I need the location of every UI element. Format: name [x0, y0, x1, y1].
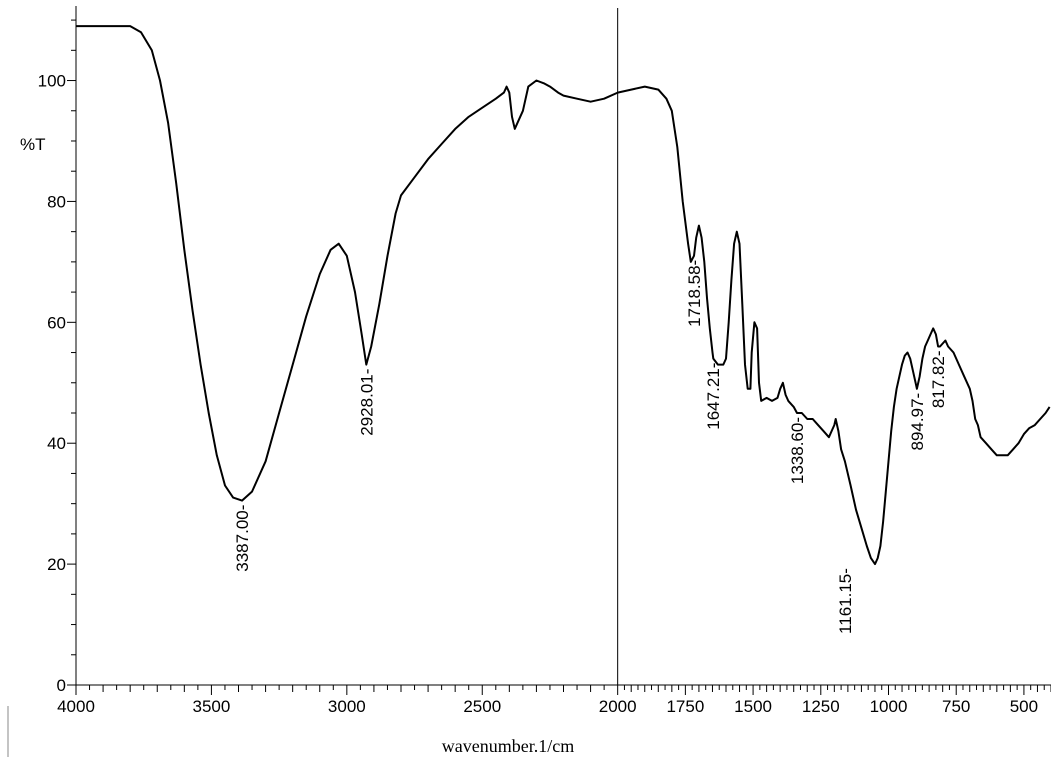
- x-tick-label: 1500: [734, 697, 772, 716]
- x-tick-label: 500: [1010, 697, 1038, 716]
- peak-label: 1647.21-: [704, 363, 723, 430]
- y-tick-label: 20: [47, 555, 66, 574]
- y-tick-label: 80: [47, 192, 66, 211]
- peak-label: 2928.01-: [357, 369, 376, 436]
- peak-label: 3387.00-: [233, 505, 252, 572]
- x-tick-label: 1250: [802, 697, 840, 716]
- y-ticks: 0 20 40 60 80 100: [38, 19, 76, 695]
- spectrum-line: [76, 25, 1051, 566]
- x-tick-label: 750: [942, 697, 970, 716]
- x-tick-label: 3500: [193, 697, 231, 716]
- y-tick-label: 40: [47, 434, 66, 453]
- peak-label: 1161.15-: [836, 568, 855, 634]
- x-tick-label: 2500: [463, 697, 501, 716]
- x-ticks: 4000 3500 3000 2500 2000 1750 1500 1250 1000 750 5…: [57, 685, 1051, 716]
- y-tick-label: 100: [38, 72, 66, 91]
- peak-label: 1718.58-: [685, 260, 704, 327]
- peak-label: 894.97-: [908, 393, 927, 451]
- x-tick-label: 2000: [599, 697, 637, 716]
- x-tick-label: 4000: [57, 697, 95, 716]
- y-tick-label: 60: [47, 313, 66, 332]
- chart-axes: 0 20 40 60 80 100 4000 3500 3000 2500 2000 1750 150…: [7, 6, 1051, 757]
- chart-marks: 3387.00- 2928.01- 1718.58- 1647.21- 1338.60-…: [76, 8, 1051, 685]
- peak-label: 817.82-: [929, 351, 948, 409]
- x-tick-label: 3000: [328, 697, 366, 716]
- x-tick-label: 1750: [666, 697, 704, 716]
- x-tick-label: 1000: [870, 697, 908, 716]
- peak-label: 1338.60-: [788, 417, 807, 484]
- y-axis-title: %T: [20, 135, 46, 154]
- x-axis-title: wavenumber.1/cm: [442, 736, 574, 756]
- y-tick-label: 0: [57, 676, 66, 695]
